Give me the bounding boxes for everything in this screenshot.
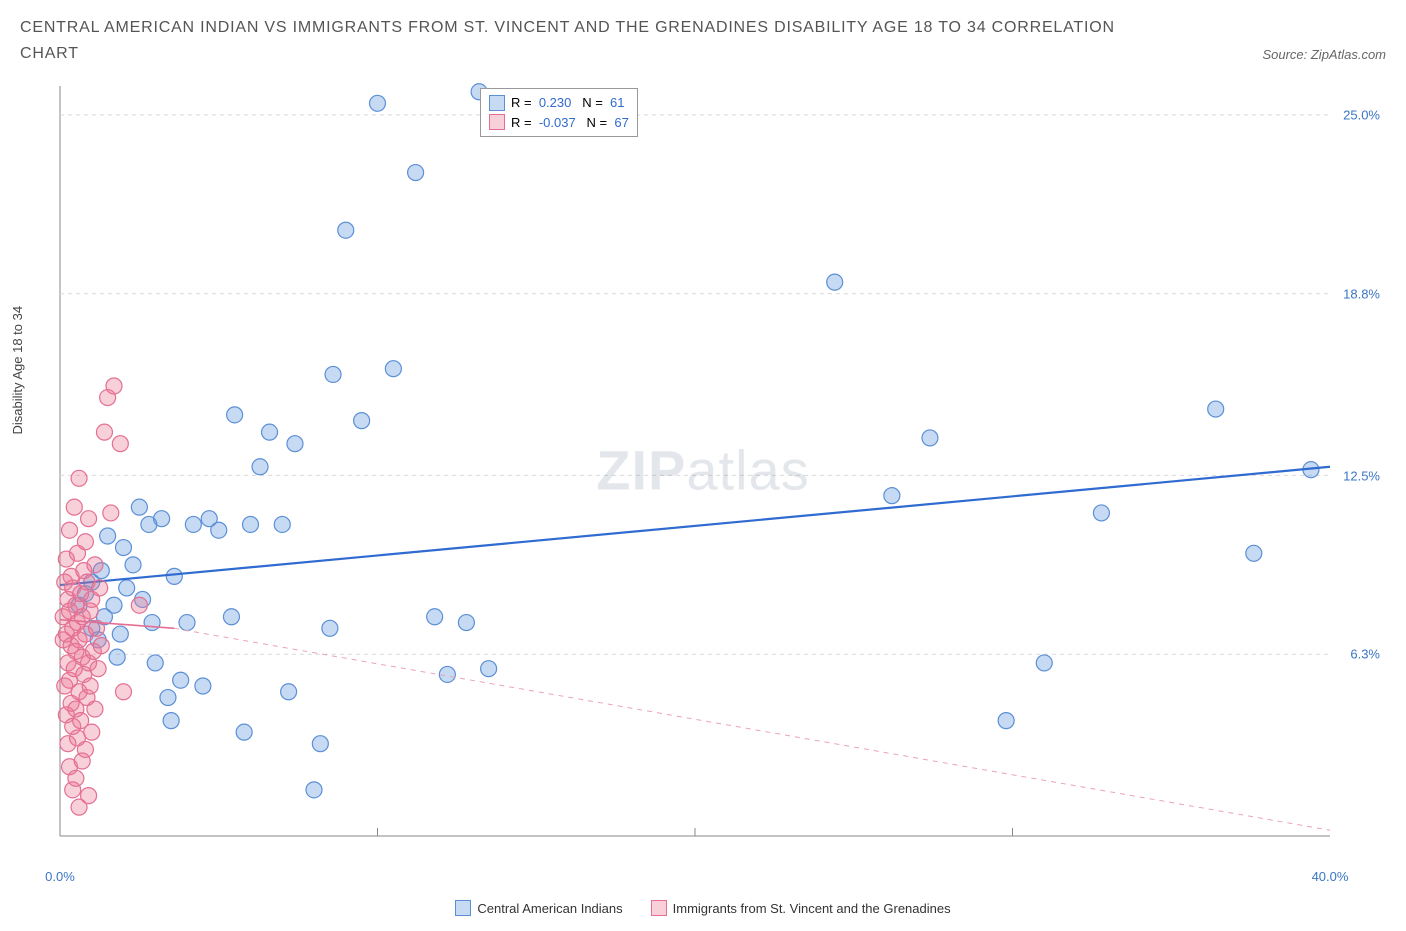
source-attribution: Source: ZipAtlas.com	[1262, 47, 1386, 66]
stat-row: R = 0.230 N = 61	[489, 93, 629, 113]
stat-text: R = 0.230 N = 61	[511, 93, 625, 113]
legend-swatch	[651, 900, 667, 916]
stat-row: R = -0.037 N = 67	[489, 113, 629, 133]
legend-item: Central American Indians	[455, 900, 622, 916]
correlation-stats-box: R = 0.230 N = 61 R = -0.037 N = 67	[480, 88, 638, 137]
chart-title: CENTRAL AMERICAN INDIAN VS IMMIGRANTS FR…	[20, 15, 1140, 66]
chart-header: CENTRAL AMERICAN INDIAN VS IMMIGRANTS FR…	[20, 15, 1386, 66]
scatter-plot-svg	[20, 76, 1386, 866]
y-tick-label: 6.3%	[1350, 647, 1380, 662]
chart-area: Disability Age 18 to 34 ZIPatlas R = 0.2…	[20, 76, 1386, 896]
series-swatch	[489, 114, 505, 130]
legend-label: Immigrants from St. Vincent and the Gren…	[673, 901, 951, 916]
x-tick-min: 0.0%	[45, 869, 75, 884]
y-tick-label: 25.0%	[1343, 108, 1380, 123]
x-tick-max: 40.0%	[1312, 869, 1349, 884]
legend-item: Immigrants from St. Vincent and the Gren…	[651, 900, 951, 916]
y-tick-label: 18.8%	[1343, 286, 1380, 301]
legend-label: Central American Indians	[477, 901, 622, 916]
legend-swatch	[455, 900, 471, 916]
legend: Central American Indians Immigrants from …	[20, 900, 1386, 916]
y-axis-label: Disability Age 18 to 34	[10, 306, 25, 435]
stat-text: R = -0.037 N = 67	[511, 113, 629, 133]
series-swatch	[489, 95, 505, 111]
y-tick-label: 12.5%	[1343, 468, 1380, 483]
